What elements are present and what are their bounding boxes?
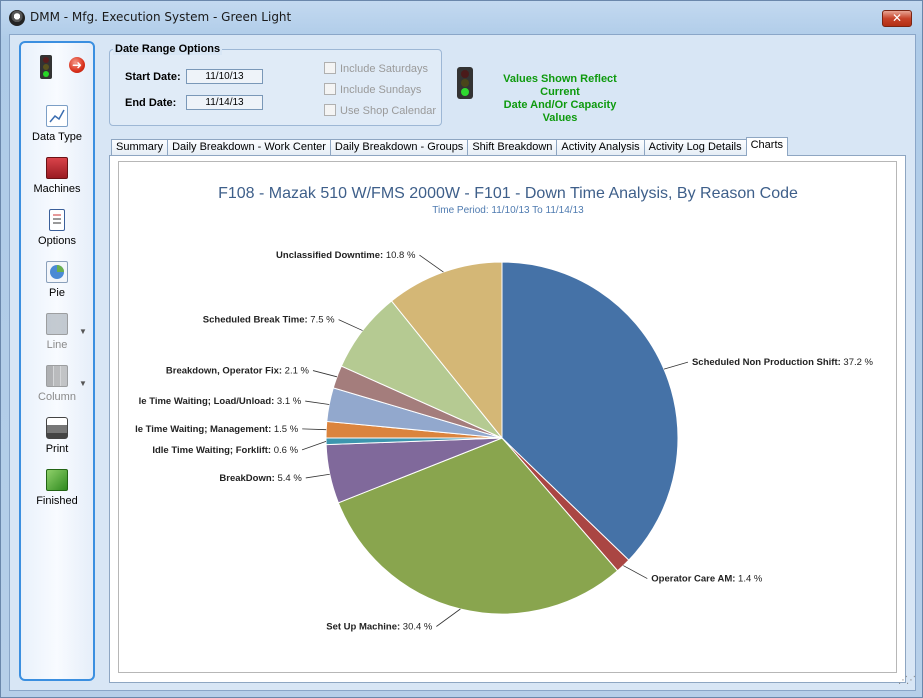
pie-label-connector [305, 473, 330, 479]
values-note-line2: Date And/Or Capacity Values [503, 99, 617, 124]
checkbox-label: Use Shop Calendar [340, 105, 437, 117]
use-shop-calendar-checkbox[interactable]: Use Shop Calendar [324, 104, 436, 117]
finished-icon [46, 469, 68, 491]
pie-label-connector [302, 428, 327, 431]
tab-shift-breakdown[interactable]: Shift Breakdown [467, 139, 558, 156]
pie-icon [46, 261, 68, 283]
chart-icon [46, 105, 68, 127]
sidebar-item-label: Print [45, 443, 69, 455]
pie-slice-label: Set Up Machine: 30.4 % [326, 621, 433, 632]
sidebar-item-label: Options [38, 235, 76, 247]
checkbox-box[interactable] [324, 104, 336, 116]
chart-title: F108 - Mazak 510 W/FMS 2000W - F101 - Do… [218, 185, 798, 202]
window-title: DMM - Mfg. Execution System - Green Ligh… [30, 10, 292, 24]
chevron-down-icon[interactable]: ▼ [79, 379, 87, 388]
chart-subtitle: Time Period: 11/10/13 To 11/14/13 [432, 205, 584, 216]
tab-summary[interactable]: Summary [111, 139, 169, 156]
sidebar-item-label: Data Type [32, 131, 82, 143]
start-date-label: Start Date: [125, 71, 181, 83]
sidebar-item-print[interactable]: Print [21, 417, 93, 455]
close-button[interactable]: ✕ [882, 10, 912, 27]
sidebar-item-pie[interactable]: Pie [21, 261, 93, 299]
resize-grip-icon[interactable]: ⋰⋰ [898, 675, 916, 686]
checkbox-label: Include Saturdays [340, 63, 429, 75]
printer-icon [46, 417, 68, 439]
checkbox-box[interactable] [324, 62, 336, 74]
sidebar-item-column[interactable]: ▼ Column [21, 365, 93, 403]
values-note: Values Shown Reflect Current Date And/Or… [485, 73, 635, 125]
pie-slice-label: Idle Time Waiting; Forklift: 0.6 % [152, 445, 298, 456]
values-note-line1: Values Shown Reflect Current [503, 73, 617, 98]
pie-chart: F108 - Mazak 510 W/FMS 2000W - F101 - Do… [135, 185, 874, 632]
pie-slice[interactable] [337, 437, 619, 615]
checkbox-label: Include Sundays [340, 84, 422, 96]
column-chart-icon [46, 365, 68, 387]
start-date-field[interactable]: 11/10/13 [186, 69, 263, 84]
sidebar-item-label: Pie [49, 287, 65, 299]
tab-daily-breakdown-work-center[interactable]: Daily Breakdown - Work Center [167, 139, 331, 156]
pie-label-connector [301, 440, 327, 451]
sidebar-item-label: Line [46, 339, 68, 351]
pie-label-connector [305, 400, 330, 405]
tab-charts[interactable]: Charts [745, 137, 789, 156]
include-sundays-checkbox[interactable]: Include Sundays [324, 83, 421, 96]
date-range-title: Date Range Options [113, 43, 223, 55]
sidebar-item-machines[interactable]: Machines [21, 157, 93, 195]
date-range-group [109, 49, 442, 126]
pie-label-connector [663, 361, 689, 370]
pie-slice[interactable] [501, 261, 679, 561]
chevron-down-icon[interactable]: ▼ [79, 327, 87, 336]
line-chart-icon [46, 313, 68, 335]
tab-activity-log-details[interactable]: Activity Log Details [643, 139, 747, 156]
options-icon [49, 209, 65, 231]
sidebar: ➜ Data Type Machines Options Pie ▼ [19, 41, 95, 681]
end-date-field[interactable]: 11/14/13 [186, 95, 263, 110]
pie-slice-label: Scheduled Break Time: 7.5 % [203, 315, 335, 326]
tab-strip: Summary Daily Breakdown - Work Center Da… [111, 137, 789, 156]
pie-slice[interactable] [390, 261, 503, 440]
traffic-light-icon [40, 55, 52, 79]
pie-slice-label: Unclassified Downtime: 10.8 % [276, 250, 416, 261]
chart-frame: F108 - Mazak 510 W/FMS 2000W - F101 - Do… [118, 161, 897, 673]
include-saturdays-checkbox[interactable]: Include Saturdays [324, 62, 428, 75]
sidebar-item-data-type[interactable]: Data Type [21, 105, 93, 143]
machines-icon [46, 157, 68, 179]
title-bar: DMM - Mfg. Execution System - Green Ligh… [1, 1, 922, 33]
sidebar-item-label: Machines [33, 183, 81, 195]
tab-activity-analysis[interactable]: Activity Analysis [556, 139, 645, 156]
exit-arrow-icon[interactable]: ➜ [69, 57, 85, 73]
pie-label-connector [338, 319, 363, 331]
sidebar-item-label: Finished [36, 495, 78, 507]
sidebar-item-options[interactable]: Options [21, 209, 93, 247]
checkbox-box[interactable] [324, 83, 336, 95]
pie-label-connector [436, 608, 461, 627]
sidebar-item-line[interactable]: ▼ Line [21, 313, 93, 351]
pie-slice-label: le Time Waiting; Management: 1.5 % [135, 424, 299, 435]
pie-slice-label: le Time Waiting; Load/Unload: 3.1 % [139, 396, 302, 407]
pie-slice-label: BreakDown: 5.4 % [219, 473, 302, 484]
pie-slice-label: Scheduled Non Production Shift: 37.2 % [692, 357, 874, 368]
app-icon [9, 10, 25, 26]
sidebar-item-finished[interactable]: Finished [21, 469, 93, 507]
pie-slice-label: Operator Care AM: 1.4 % [651, 574, 763, 585]
pie-label-connector [419, 254, 444, 273]
traffic-light-icon [457, 67, 473, 99]
end-date-label: End Date: [125, 97, 177, 109]
pie-label-connector [623, 565, 648, 579]
tab-daily-breakdown-groups[interactable]: Daily Breakdown - Groups [329, 139, 469, 156]
pie-slice-label: Breakdown, Operator Fix: 2.1 % [166, 366, 310, 377]
sidebar-item-label: Column [38, 391, 76, 403]
pie-label-connector [312, 370, 338, 378]
